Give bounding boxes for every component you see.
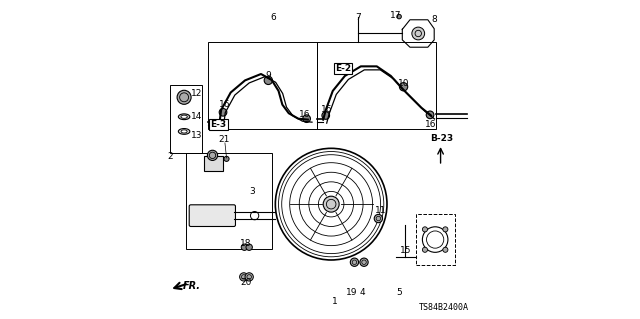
Text: 6: 6 [271, 13, 276, 22]
Circle shape [399, 83, 408, 91]
Bar [170, 85, 202, 153]
Ellipse shape [181, 130, 187, 133]
Text: 12: 12 [191, 89, 202, 98]
Circle shape [412, 27, 424, 40]
Circle shape [239, 273, 248, 281]
Circle shape [246, 244, 252, 250]
Text: 1: 1 [332, 297, 337, 306]
Circle shape [323, 196, 339, 212]
Text: 13: 13 [191, 131, 202, 140]
Circle shape [245, 273, 253, 281]
Text: TS84B2400A: TS84B2400A [419, 303, 469, 312]
Text: E-3: E-3 [211, 120, 227, 129]
Circle shape [443, 247, 448, 252]
Circle shape [303, 115, 310, 122]
Circle shape [360, 258, 368, 266]
Text: 10: 10 [398, 79, 410, 88]
Polygon shape [204, 156, 223, 171]
Circle shape [264, 76, 273, 85]
Circle shape [241, 244, 248, 250]
Circle shape [224, 156, 229, 161]
Circle shape [422, 247, 428, 252]
Bar [317, 42, 436, 129]
Circle shape [426, 111, 434, 119]
Circle shape [443, 227, 448, 232]
Text: 15: 15 [401, 246, 412, 255]
FancyBboxPatch shape [189, 205, 236, 226]
Text: 11: 11 [375, 206, 387, 215]
Bar [186, 153, 272, 249]
Text: 16: 16 [321, 105, 333, 114]
Text: 20: 20 [240, 278, 252, 287]
Text: B-23: B-23 [429, 134, 452, 143]
Text: 18: 18 [240, 239, 252, 248]
Circle shape [374, 214, 383, 223]
Circle shape [207, 150, 218, 160]
Bar [208, 42, 317, 129]
Text: 3: 3 [250, 187, 255, 196]
Circle shape [177, 90, 191, 104]
Text: 16: 16 [425, 120, 436, 129]
Bar [416, 214, 454, 265]
Circle shape [350, 258, 358, 266]
Circle shape [219, 108, 227, 116]
Text: 7: 7 [355, 13, 360, 22]
Ellipse shape [179, 114, 190, 120]
Ellipse shape [179, 129, 190, 134]
Text: 4: 4 [360, 288, 365, 297]
Text: 21: 21 [219, 135, 230, 144]
Text: 9: 9 [266, 71, 271, 80]
Text: 14: 14 [191, 112, 202, 121]
Circle shape [397, 14, 401, 19]
Text: 8: 8 [431, 15, 437, 24]
Text: 16: 16 [218, 100, 230, 109]
Text: 17: 17 [390, 11, 402, 20]
Text: 19: 19 [346, 288, 358, 297]
Ellipse shape [181, 115, 188, 118]
Text: FR.: FR. [183, 280, 201, 291]
Text: 2: 2 [167, 152, 173, 161]
Circle shape [322, 112, 330, 119]
Text: 5: 5 [396, 288, 402, 297]
Text: E-2: E-2 [335, 64, 351, 73]
Circle shape [422, 227, 428, 232]
Text: 16: 16 [299, 110, 310, 119]
